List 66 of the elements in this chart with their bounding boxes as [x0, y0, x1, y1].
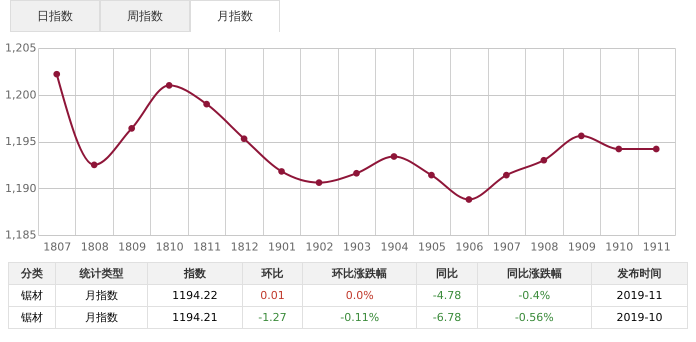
y-tick-label: 1,200: [5, 88, 36, 102]
category-label: 同比: [416, 262, 478, 284]
text: -0.56%: [477, 306, 592, 328]
point: [278, 168, 285, 175]
x-tick-label: 1908: [530, 240, 558, 254]
point: [240, 135, 248, 142]
point: [540, 156, 548, 164]
point: [203, 100, 210, 108]
text: 日指数: [10, 0, 100, 32]
x-tick-label: 1901: [268, 240, 296, 254]
x-tick-label: 1810: [156, 240, 184, 254]
x-tick-label: 1911: [642, 240, 671, 254]
x-tick-label: 1904: [380, 240, 408, 254]
x-tick-label: 1909: [568, 240, 596, 254]
point: [353, 170, 360, 177]
text: -4.78: [416, 284, 478, 306]
x-tick-label: 1809: [118, 240, 146, 254]
text: -0.11%: [302, 306, 417, 328]
text: 月指数: [55, 306, 148, 328]
category-label: 统计类型: [55, 262, 148, 284]
text: 周指数: [100, 0, 190, 32]
text: 月指数: [190, 0, 280, 32]
x-tick-label: 1906: [455, 240, 484, 254]
text: 锯材: [8, 284, 56, 306]
point: [53, 70, 60, 78]
x-tick-label: 1903: [343, 240, 371, 254]
point: [615, 146, 622, 152]
category-label: 环比涨跌幅: [302, 262, 417, 284]
text: -6.78: [416, 306, 478, 328]
x-tick-label: 1808: [80, 240, 109, 254]
point: [578, 132, 585, 140]
y-tick-label: 1,205: [5, 42, 36, 54]
x-tick-label: 1811: [193, 240, 222, 254]
x-tick-label: 1905: [418, 240, 446, 254]
text: 1194.22: [147, 284, 242, 306]
category-label: 分类: [8, 262, 56, 284]
text: 1194.21: [147, 306, 242, 328]
point: [166, 82, 172, 89]
y-tick-label: 1,190: [5, 182, 36, 195]
point: [503, 172, 510, 179]
y-tick-label: 1,185: [5, 228, 36, 242]
x-tick-label: 1807: [43, 240, 72, 254]
point: [90, 162, 98, 168]
x-tick-label: 1907: [492, 240, 521, 254]
category-label: 环比: [242, 262, 303, 284]
x-tick-label: 1812: [230, 240, 259, 254]
text: 锯材: [8, 306, 56, 328]
text: -0.4%: [477, 284, 592, 306]
text: 2019-10: [591, 306, 688, 328]
category-label: 指数: [147, 262, 242, 284]
text: -1.27: [242, 306, 303, 328]
x-tick-label: 1910: [605, 240, 634, 254]
point: [316, 179, 322, 186]
point: [466, 196, 472, 203]
text: 0.0%: [302, 284, 417, 306]
point: [652, 146, 660, 152]
text: 2019-11: [591, 284, 688, 306]
category-label: 同比涨跌幅: [477, 262, 592, 284]
point: [128, 125, 136, 132]
x-tick-label: 1902: [306, 240, 334, 254]
category-label: 发布时间: [591, 262, 688, 284]
text: 0.01: [242, 284, 303, 306]
point: [390, 153, 398, 160]
point: [428, 172, 435, 179]
text: 月指数: [55, 284, 148, 306]
y-tick-label: 1,195: [5, 135, 36, 148]
